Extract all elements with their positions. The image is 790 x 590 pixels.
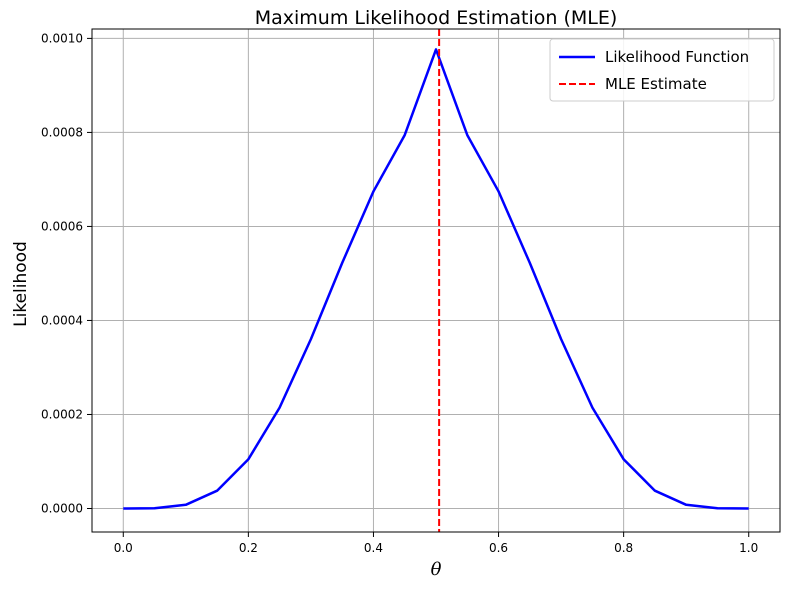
grid: [92, 29, 780, 532]
legend-box: [549, 38, 775, 102]
y-tick-label: 0.0008: [41, 125, 83, 139]
x-tick-label: 0.6: [489, 541, 508, 555]
chart-title: Maximum Likelihood Estimation (MLE): [255, 7, 618, 29]
x-tick-label: 0.8: [614, 541, 633, 555]
y-tick-label: 0.0010: [41, 31, 83, 45]
plot-data: [123, 29, 749, 532]
x-tick-label: 0.2: [239, 541, 258, 555]
legend: Likelihood Function MLE Estimate: [549, 38, 775, 102]
y-tick-label: 0.0006: [41, 219, 83, 233]
x-tick-label: 1.0: [739, 541, 758, 555]
y-tick-label: 0.0004: [41, 313, 83, 327]
y-tick-label: 0.0000: [41, 501, 83, 515]
x-axis-label: θ: [431, 559, 442, 580]
legend-label-likelihood: Likelihood Function: [605, 48, 749, 66]
x-tick-label: 0.0: [114, 541, 133, 555]
x-tick-label: 0.4: [364, 541, 383, 555]
axis-ticks: 0.0 0.2 0.4 0.6 0.8 1.0 0.0000 0.0002 0.0004 0.00…: [41, 31, 758, 555]
likelihood-line: [123, 48, 749, 510]
plot-frame: [91, 28, 781, 533]
y-tick-label: 0.0002: [41, 407, 83, 421]
y-axis-label: Likelihood: [11, 241, 31, 327]
legend-label-mle: MLE Estimate: [605, 75, 707, 93]
